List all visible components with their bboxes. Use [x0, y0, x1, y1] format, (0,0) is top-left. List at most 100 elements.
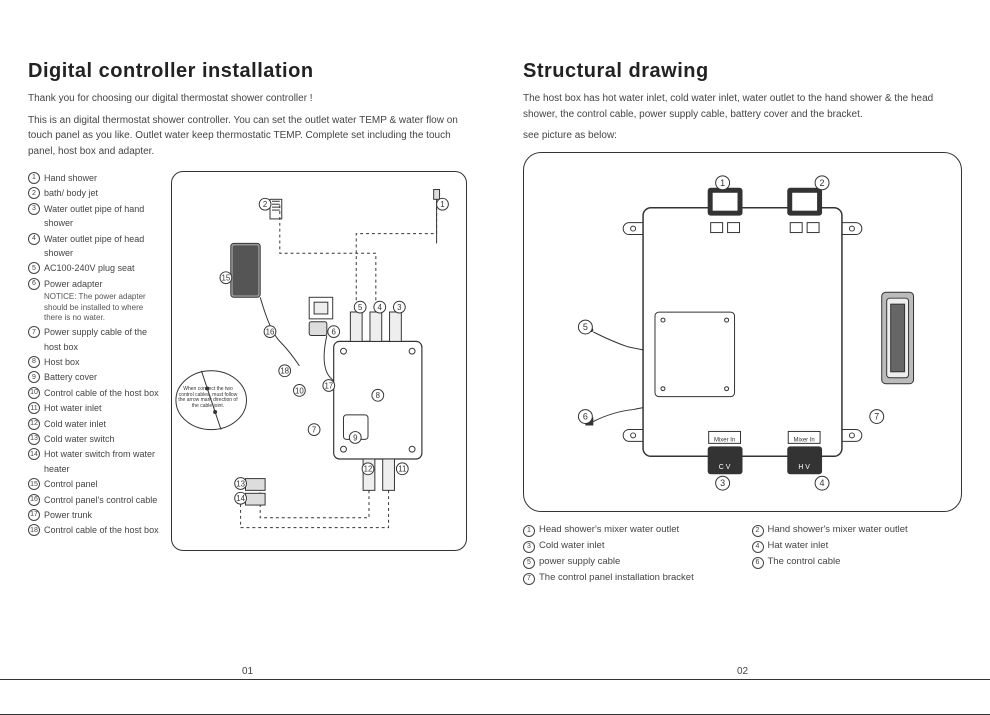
legend-label: Control cable of the host box	[44, 523, 163, 537]
svg-text:7: 7	[874, 411, 879, 421]
legend-label: Water outlet pipe of head shower	[44, 232, 163, 261]
legend-item: 17 Power trunk	[28, 508, 163, 522]
legend-number-icon: 2	[28, 187, 40, 199]
legend-label: Host box	[44, 355, 163, 369]
legend-label: Hand shower's mixer water outlet	[768, 524, 963, 535]
page-number-right: 02	[737, 666, 748, 677]
svg-text:5: 5	[358, 303, 363, 312]
legend-number-icon: 2	[752, 525, 764, 537]
svg-text:16: 16	[266, 328, 275, 337]
legend-label: Hot water inlet	[44, 401, 163, 415]
svg-text:2: 2	[820, 177, 825, 187]
legend-item: 15 Control panel	[28, 477, 163, 491]
legend-label: Water outlet pipe of hand shower	[44, 202, 163, 231]
legend-label: Hand shower	[44, 171, 163, 185]
svg-text:1: 1	[440, 200, 444, 209]
legend-number-icon: 13	[28, 433, 40, 445]
legend-number-icon: 10	[28, 387, 40, 399]
legend-item: 9Battery cover	[28, 370, 163, 384]
legend-number-icon: 8	[28, 356, 40, 368]
page-number-left: 01	[242, 666, 253, 677]
legend-notice: NOTICE: The power adapter should be inst…	[28, 292, 163, 323]
legend-label: Hat water inlet	[768, 540, 963, 551]
legend-label: Power adapter	[44, 277, 163, 291]
svg-text:11: 11	[398, 465, 406, 474]
svg-text:6: 6	[583, 411, 588, 421]
legend-number-icon: 3	[28, 203, 40, 215]
legend-label: bath/ body jet	[44, 186, 163, 200]
legend-number-icon: 17	[28, 509, 40, 521]
legend-number-icon: 1	[28, 172, 40, 184]
right-diagram: Mixer In Mixer In C V H V	[523, 152, 962, 512]
svg-text:3: 3	[397, 303, 402, 312]
legend-number-icon: 7	[28, 326, 40, 338]
legend-number-icon: 18	[28, 524, 40, 536]
legend-item: 16Control panel's control cable	[28, 493, 163, 507]
legend-item: 14Hot water switch from water heater	[28, 447, 163, 476]
legend-item: 4Water outlet pipe of head shower	[28, 232, 163, 261]
svg-text:5: 5	[583, 322, 588, 332]
svg-text:1: 1	[720, 177, 725, 187]
left-intro-2: This is an digital thermostat shower con…	[28, 113, 467, 160]
right-intro: The host box has hot water inlet, cold w…	[523, 91, 962, 122]
legend-item: 5 power supply cable	[523, 556, 734, 569]
legend-item: 8 Host box	[28, 355, 163, 369]
legend-number-icon: 5	[523, 557, 535, 569]
legend-label: Control panel	[44, 477, 163, 491]
legend-label: power supply cable	[539, 556, 734, 567]
legend-label: Cold water inlet	[44, 417, 163, 431]
legend-label: The control panel installation bracket	[539, 572, 734, 583]
legend-item: 1Head shower's mixer water outlet	[523, 524, 734, 537]
svg-text:18: 18	[280, 367, 289, 376]
legend-number-icon: 4	[752, 541, 764, 553]
legend-item: 10Control cable of the host box	[28, 386, 163, 400]
right-title: Structural drawing	[523, 60, 962, 83]
svg-text:7: 7	[312, 426, 316, 435]
page-left: Digital controller installation Thank yo…	[0, 0, 495, 679]
right-intro-b: see picture as below:	[523, 128, 962, 144]
legend-item: 3 Cold water inlet	[523, 540, 734, 553]
legend-item: 5 AC100-240V plug seat	[28, 261, 163, 275]
legend-number-icon: 11	[28, 402, 40, 414]
left-intro-1: Thank you for choosing our digital therm…	[28, 91, 467, 107]
legend-item: 6 The control cable	[752, 556, 963, 569]
legend-number-icon: 14	[28, 448, 40, 460]
svg-text:Mixer In: Mixer In	[714, 437, 735, 443]
left-legend-list: 1 Hand shower 2 bath/ body jet 3 Water outlet…	[28, 171, 163, 551]
svg-text:C V: C V	[719, 464, 731, 471]
legend-number-icon: 12	[28, 418, 40, 430]
legend-number-icon: 6	[28, 278, 40, 290]
legend-number-icon: 16	[28, 494, 40, 506]
left-diagram: 1 2 3 4 5 6 7 8 9 10 11 12 13 14	[171, 171, 467, 551]
legend-item: 7 Power supply cable of the host box	[28, 325, 163, 354]
svg-text:Mixer In: Mixer In	[794, 437, 815, 443]
legend-number-icon: 5	[28, 262, 40, 274]
legend-number-icon: 3	[523, 541, 535, 553]
two-page-spread: Digital controller installation Thank yo…	[0, 0, 990, 680]
diagram-joint-note: When connect the two control cables, mus…	[178, 387, 238, 409]
svg-text:4: 4	[378, 303, 383, 312]
svg-text:9: 9	[353, 433, 357, 442]
legend-number-icon: 15	[28, 478, 40, 490]
svg-text:6: 6	[332, 328, 337, 337]
legend-item: 11 Hot water inlet	[28, 401, 163, 415]
manual-spread: Digital controller installation Thank yo…	[0, 0, 990, 715]
legend-item: 2 bath/ body jet	[28, 186, 163, 200]
legend-item: 18 Control cable of the host box	[28, 523, 163, 537]
legend-item: 12 Cold water inlet	[28, 417, 163, 431]
legend-label: Head shower's mixer water outlet	[539, 524, 734, 535]
left-body: 1 Hand shower 2 bath/ body jet 3 Water outlet…	[28, 171, 467, 551]
svg-text:2: 2	[263, 200, 267, 209]
legend-label: AC100-240V plug seat	[44, 261, 163, 275]
legend-label: Power trunk	[44, 508, 163, 522]
legend-label: Battery cover	[44, 370, 163, 384]
svg-text:14: 14	[236, 494, 245, 503]
legend-label: Cold water inlet	[539, 540, 734, 551]
legend-label: The control cable	[768, 556, 963, 567]
page-right: Structural drawing The host box has hot …	[495, 0, 990, 679]
legend-label: Power supply cable of the host box	[44, 325, 163, 354]
legend-item: 7The control panel installation bracket	[523, 572, 734, 585]
legend-item: 6 Power adapter	[28, 277, 163, 291]
legend-number-icon: 6	[752, 557, 764, 569]
legend-label: Cold water switch	[44, 432, 163, 446]
